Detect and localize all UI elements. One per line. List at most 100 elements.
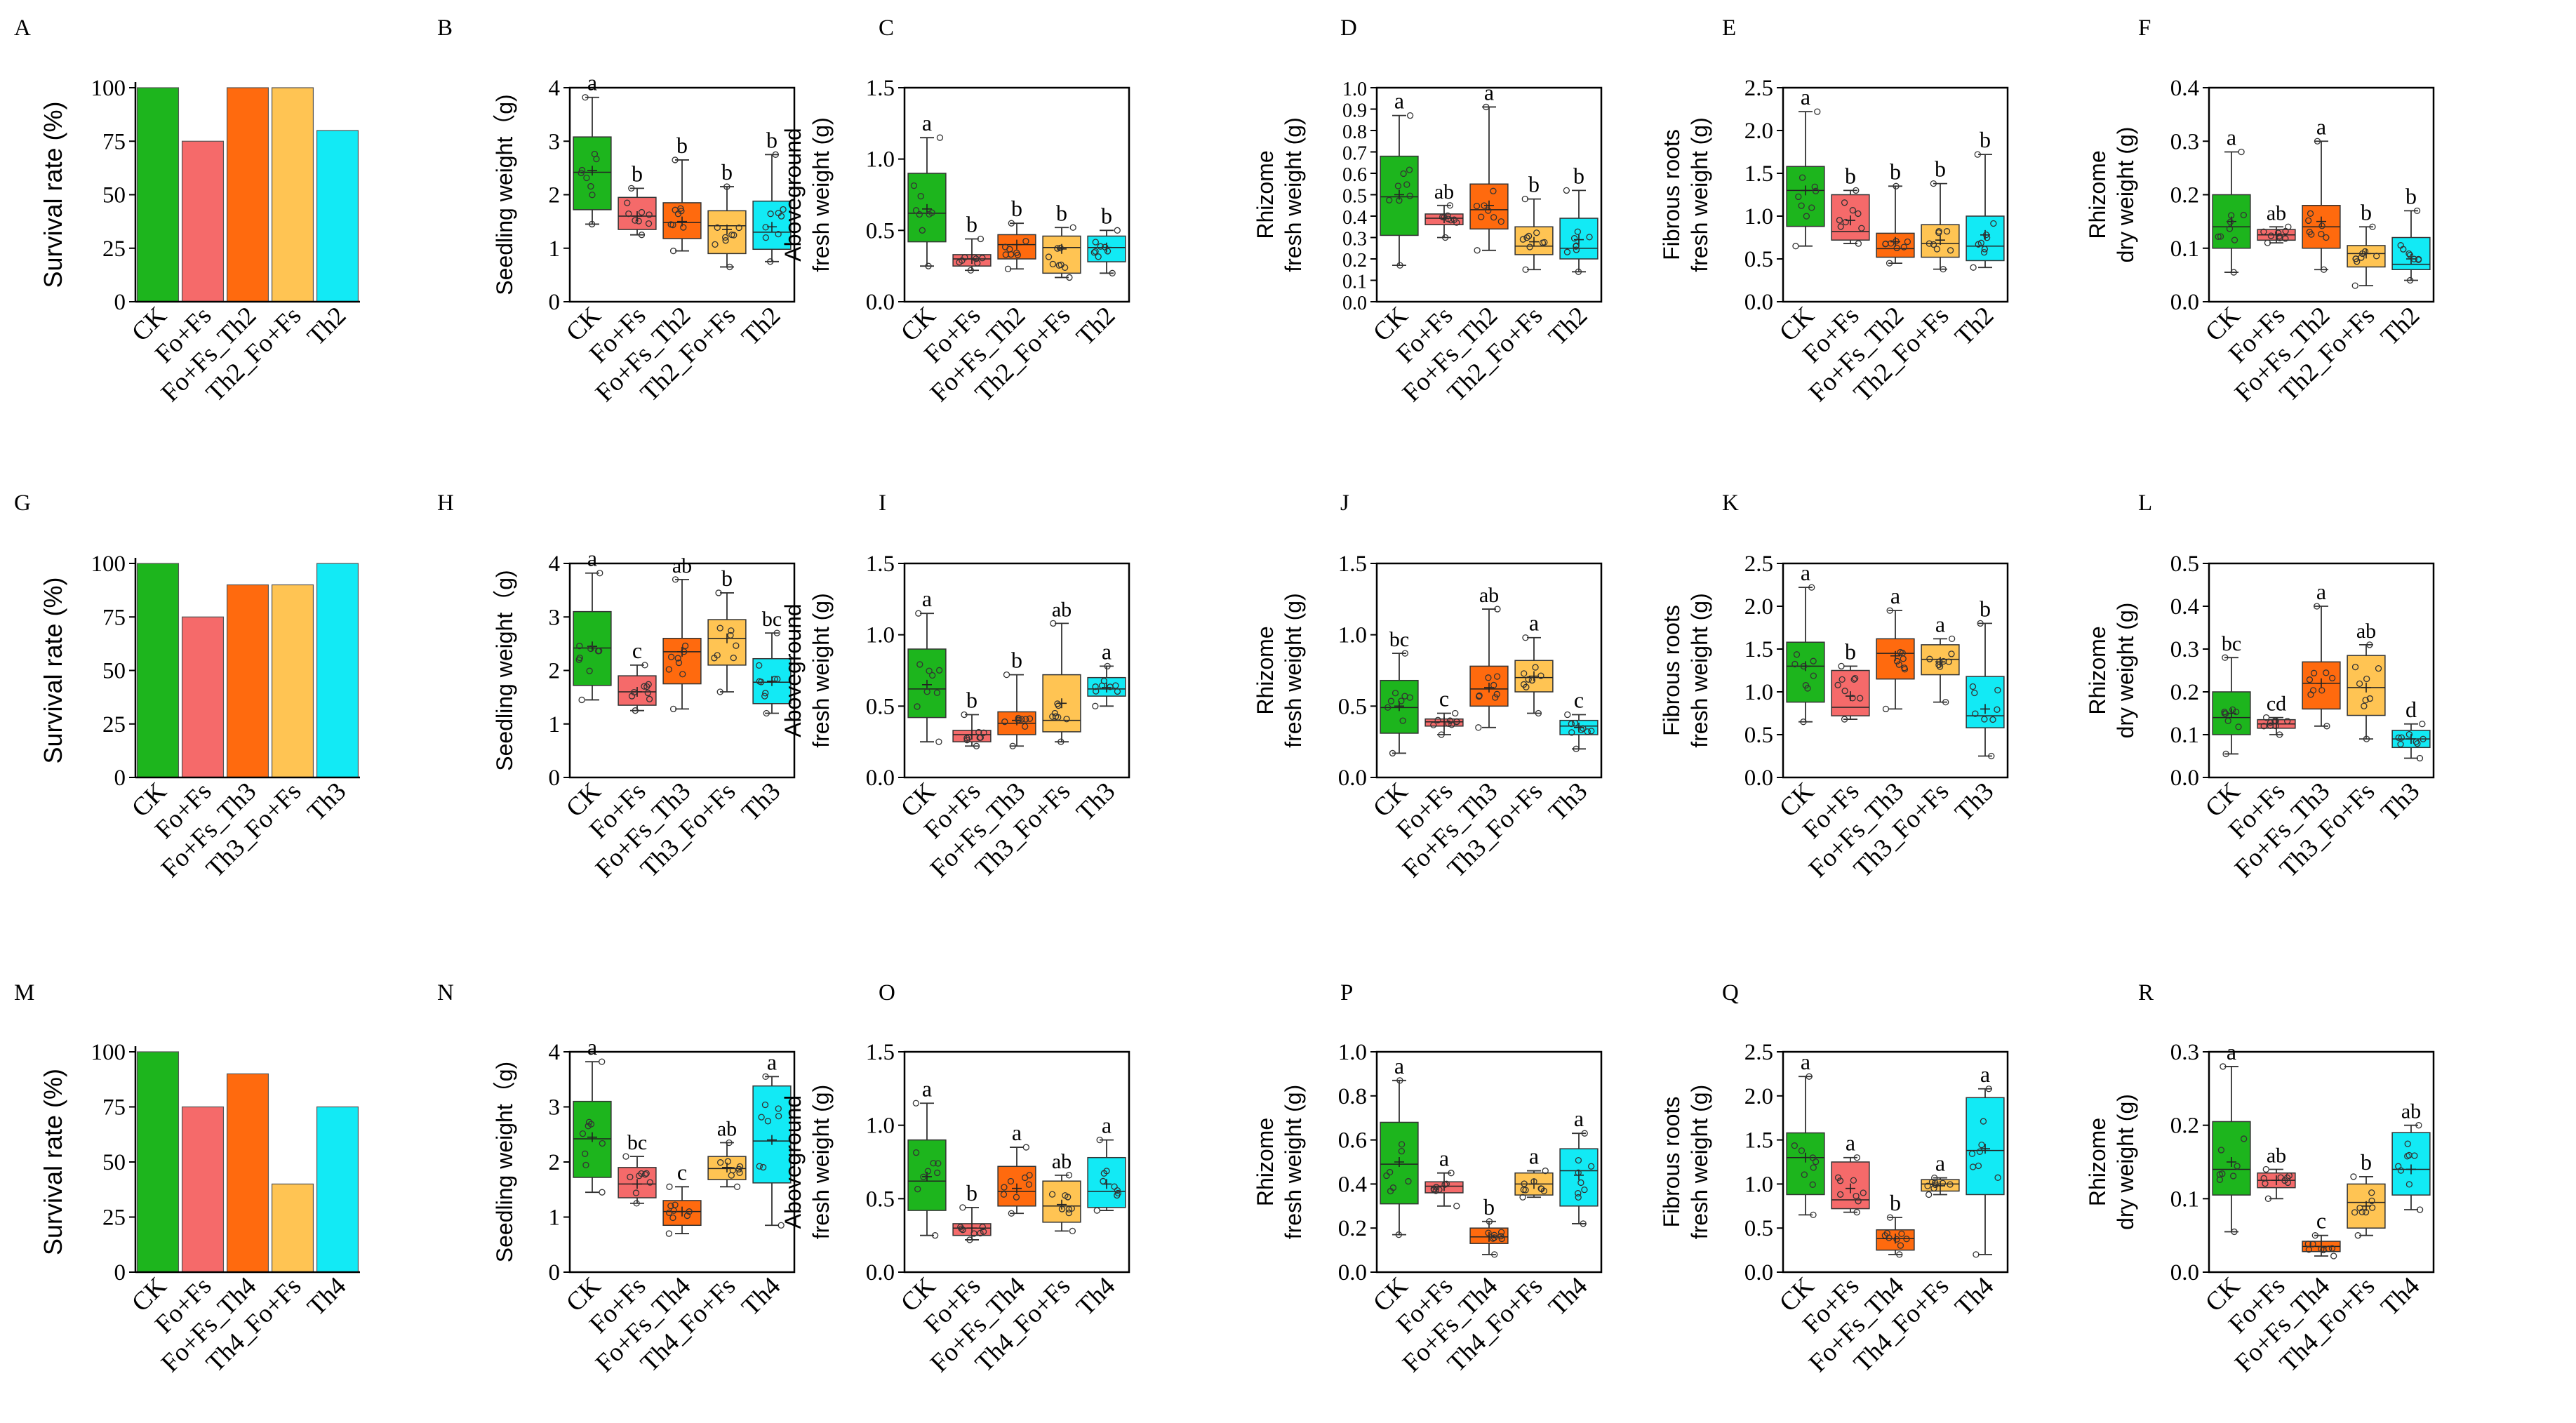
box-3: b [707, 566, 747, 695]
data-point [582, 1150, 589, 1157]
box-4: d [2391, 697, 2431, 762]
y-tick-label: 0.0 [866, 290, 895, 315]
data-point [2314, 603, 2321, 610]
data-point [1901, 664, 1908, 672]
y-tick-label: 0.2 [2170, 183, 2199, 208]
box-0: a [1786, 1049, 1825, 1219]
box-2: ab [662, 554, 702, 713]
data-point [1588, 728, 1595, 735]
data-point [1980, 248, 1988, 256]
data-point [1097, 243, 1104, 250]
y-tick-label: 3 [549, 129, 561, 154]
data-point [2363, 735, 2370, 742]
data-point [1522, 266, 1529, 273]
data-point [628, 185, 635, 192]
bar-4 [316, 1106, 359, 1273]
data-point [2351, 1209, 2358, 1216]
y-tick-label: 3 [549, 1095, 561, 1121]
panel-letter: J [1340, 490, 1349, 516]
y-axis-label: Fibrous roots fresh weight (g) [1659, 117, 1712, 272]
box-0: a [1380, 88, 1419, 269]
data-point [961, 254, 968, 261]
data-point [1447, 217, 1455, 224]
data-point [1069, 224, 1076, 231]
data-point [1900, 243, 1907, 250]
data-point [756, 1163, 763, 1170]
box-3: b [1514, 172, 1554, 273]
data-point [1568, 720, 1575, 728]
data-point [1903, 1236, 1910, 1243]
data-point [2318, 687, 2325, 694]
mean-marker [2406, 734, 2416, 744]
y-tick-label: 100 [91, 552, 126, 577]
data-point [736, 1169, 743, 1177]
box-3: b [2347, 1149, 2386, 1239]
data-point [1493, 690, 1500, 697]
data-point [1798, 202, 1805, 209]
y-tick-label: 2.5 [1744, 1040, 1773, 1065]
y-axis-label: Seedling weight（g) [492, 94, 517, 295]
data-point [1563, 187, 1570, 194]
panel-e: E 0.0 0.5 1.0 1.5 2.0 2.5 Fibrous roots fresh we… [1659, 15, 2009, 408]
significance-letter: a [1102, 639, 1112, 664]
significance-letter: b [1101, 203, 1112, 228]
data-point [1396, 262, 1403, 269]
data-point [672, 1201, 679, 1208]
data-point [1015, 714, 1022, 722]
data-point [924, 1168, 932, 1175]
panel-letter: O [879, 980, 895, 1006]
data-point [1069, 1227, 1076, 1235]
mean-marker [1935, 235, 1945, 246]
data-point [1114, 688, 1121, 695]
significance-letter: a [2227, 125, 2236, 150]
box-4: a [752, 1049, 792, 1229]
y-tick-label: 1 [549, 1205, 561, 1231]
data-point [1405, 1177, 1412, 1185]
data-point [1801, 1171, 1808, 1178]
data-point [1114, 1191, 1121, 1199]
data-point [1812, 187, 1820, 194]
data-point [1521, 670, 1528, 677]
data-point [1497, 1233, 1504, 1240]
significance-letter: a [587, 70, 597, 95]
y-tick-label: 2.5 [1744, 76, 1773, 101]
significance-letter: b [632, 161, 643, 186]
data-point [2405, 1151, 2413, 1159]
y-tick-label: 0 [549, 766, 561, 791]
y-tick-label: 0.5 [866, 218, 895, 243]
box-body [2391, 236, 2431, 270]
data-point [1882, 705, 1890, 713]
data-point [1836, 217, 1843, 224]
data-point [1107, 683, 1114, 690]
mean-marker [1574, 234, 1584, 245]
significance-letter: a [1935, 611, 1945, 636]
data-point [2238, 148, 2245, 156]
panel-letter: N [437, 980, 454, 1006]
data-point [933, 689, 941, 696]
data-point [2230, 269, 2237, 276]
box-3: b [2347, 199, 2386, 289]
data-point [1441, 213, 1448, 221]
significance-letter: b [966, 688, 977, 713]
data-point [2375, 664, 2382, 672]
data-point [1973, 1251, 1980, 1258]
significance-letter: a [1394, 1053, 1404, 1078]
y-tick-label: 1 [549, 236, 561, 262]
data-point [1810, 657, 1817, 664]
data-point [763, 709, 770, 717]
data-point [1580, 1220, 1587, 1227]
data-point [2405, 1181, 2413, 1188]
data-point [1528, 676, 1536, 684]
significance-letter: bc [2222, 632, 2241, 655]
y-tick-label: 0.5 [1342, 186, 1367, 208]
data-point [594, 648, 602, 655]
data-point [1935, 229, 1942, 236]
box-2: a [997, 1120, 1036, 1217]
data-point [914, 1186, 921, 1193]
box-0: a [1786, 84, 1825, 250]
significance-letter: bc [1389, 628, 1409, 651]
data-point [1897, 1242, 1904, 1249]
mean-marker [1012, 239, 1022, 250]
